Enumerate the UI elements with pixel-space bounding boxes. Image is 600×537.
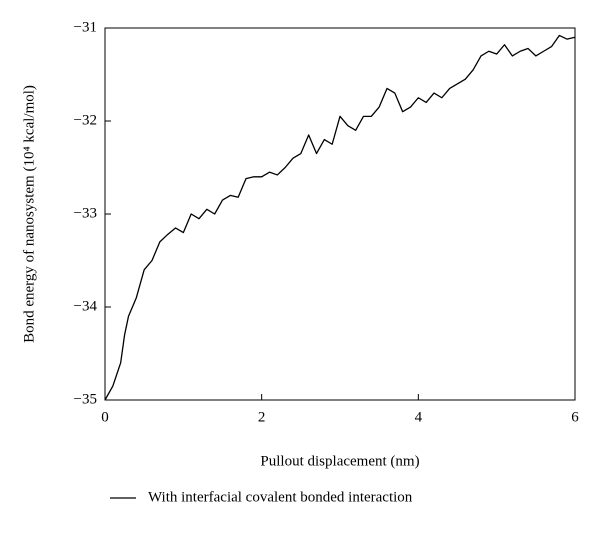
x-tick-label: 2 — [258, 409, 266, 425]
y-tick-label: −31 — [74, 19, 97, 35]
legend-label: With interfacial covalent bonded interac… — [148, 489, 413, 505]
y-tick-label: −34 — [74, 298, 98, 314]
y-tick-label: −33 — [74, 205, 97, 221]
plot-frame — [104, 27, 576, 401]
y-tick-label: −32 — [74, 112, 97, 128]
x-tick-label: 6 — [571, 409, 579, 425]
x-axis-label: Pullout displacement (nm) — [260, 453, 419, 469]
data-line — [104, 34, 576, 401]
y-axis-label: Bond energy of nanosystem (10⁴ kcal/mol) — [21, 85, 37, 343]
y-tick-label: −35 — [74, 391, 97, 407]
x-tick-label: 4 — [415, 409, 423, 425]
x-tick-label: 0 — [101, 409, 109, 425]
